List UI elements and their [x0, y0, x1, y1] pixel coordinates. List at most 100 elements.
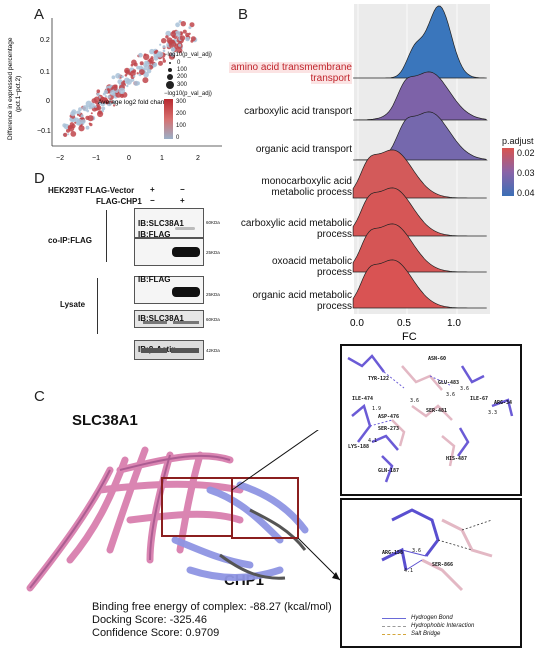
- term-label-5: oxoacid metabolic process: [271, 256, 352, 278]
- scatter-point: [143, 53, 147, 56]
- scatter-point: [178, 20, 182, 24]
- blot-row-1: IB:FLAG: [134, 230, 204, 266]
- interaction-zoom-top: ASN-60 TYR-122 GLU-483 ILE-474 ILE-67 AR…: [340, 344, 522, 496]
- d-row1-mark-2: −: [180, 185, 185, 194]
- legend-saltbridge: Salt Bridge: [411, 631, 441, 637]
- a-ytick-2: 0: [46, 98, 50, 105]
- scatter-point: [156, 51, 164, 58]
- ridge-0: [353, 5, 487, 79]
- legend-color-title: −log10(p_val_adj): [164, 91, 212, 97]
- ridge-5: [352, 223, 487, 273]
- scatter-point: [101, 106, 106, 111]
- protein-slc38a1-label: SLC38A1: [72, 412, 138, 429]
- panel-a-legend: −log10(p_val_adj) 0 100 200 300 −log10(p…: [164, 52, 244, 141]
- blot-row-4: IB:β-Actin: [134, 340, 204, 360]
- scatter-point: [139, 61, 144, 66]
- dist-top-3: 3.6: [446, 392, 456, 398]
- blot-row-2: IB:FLAG: [134, 275, 204, 304]
- d-lysate-bracket: [93, 278, 98, 334]
- scatter-point: [170, 52, 175, 57]
- scatter-point: [121, 75, 124, 78]
- res-top-8: SER-273: [378, 426, 400, 432]
- scatter-point: [85, 115, 90, 120]
- scatter-point: [177, 47, 183, 54]
- scatter-point: [153, 53, 156, 56]
- scatter-point: [165, 30, 172, 37]
- scatter-point: [143, 71, 149, 78]
- b-xtick-2: 1.0: [447, 318, 461, 329]
- legend-hydrophobic-line: [382, 625, 406, 627]
- panel-a-scatter-points: [62, 20, 198, 137]
- term-label-0: amino acid transmembrane transport: [228, 62, 352, 84]
- ridge-4: [352, 187, 487, 237]
- scatter-point: [136, 72, 139, 75]
- dist-bottom-1: 4.1: [404, 568, 414, 574]
- res-bottom-1: SER-866: [432, 562, 454, 568]
- term-label-3: monocarboxylic acid metabolic process: [261, 176, 352, 198]
- blot-kda-0: 60KDa: [206, 220, 220, 225]
- size-dot-3: [166, 81, 174, 89]
- scatter-point: [162, 45, 166, 49]
- a-ylabel-1: Difference in expressed percentage: [7, 37, 14, 140]
- scatter-point: [78, 125, 85, 132]
- ridge-6: [352, 259, 487, 309]
- a-xtick-4: 2: [196, 155, 200, 162]
- scatter-point: [68, 125, 75, 132]
- a-xtick-0: −2: [56, 155, 64, 162]
- res-top-6: SER-481: [426, 408, 448, 414]
- res-top-10: HIS-487: [446, 456, 468, 462]
- blot-band-4a: [141, 348, 167, 353]
- scatter-point: [178, 35, 181, 38]
- scatter-point: [115, 73, 121, 79]
- d-row2-mark-2: +: [180, 196, 185, 205]
- legend-hbond-line: [382, 617, 406, 619]
- scatter-point: [170, 47, 176, 52]
- res-top-5: ARG-34: [494, 400, 513, 406]
- size-value-1: 100: [177, 67, 188, 73]
- b-xtick-0: 0.0: [350, 318, 364, 329]
- scatter-point: [178, 43, 182, 47]
- size-dot-1: [168, 68, 172, 72]
- scatter-point: [90, 112, 93, 115]
- blot-label-0: IB:SLC38A1: [138, 219, 184, 228]
- scatter-point: [118, 87, 126, 95]
- scatter-point: [88, 122, 91, 125]
- scatter-point: [63, 132, 68, 137]
- blot-band-3b: [173, 321, 199, 324]
- scatter-point: [70, 110, 76, 117]
- scatter-point: [103, 97, 108, 101]
- scatter-point: [185, 36, 190, 42]
- scatter-point: [131, 59, 137, 66]
- scatter-point: [170, 31, 176, 37]
- scatter-point: [180, 21, 186, 27]
- blot-band-0: [175, 227, 195, 230]
- confidence-score-text: Confidence Score: 0.9709: [92, 627, 220, 639]
- scatter-point: [67, 133, 70, 136]
- scatter-point: [142, 77, 149, 84]
- scatter-point: [81, 119, 86, 124]
- blot-kda-3: 60KDa: [206, 317, 220, 322]
- legend-hydrophobic: Hydrophobic Interaction: [411, 623, 475, 629]
- color-value-1: 200: [176, 111, 187, 117]
- ridge-1: [353, 71, 488, 121]
- scatter-point: [146, 68, 152, 74]
- a-xtick-2: 0: [127, 155, 131, 162]
- scatter-point: [78, 107, 82, 112]
- blot-label-1: IB:FLAG: [138, 230, 171, 239]
- scatter-point: [85, 100, 93, 108]
- scatter-point: [113, 86, 118, 91]
- scatter-point: [185, 32, 190, 38]
- scatter-point: [88, 105, 92, 110]
- blot-kda-1: 25KDa: [206, 250, 220, 255]
- docking-score-text: Docking Score: -325.46: [92, 614, 207, 626]
- scatter-point: [162, 49, 166, 52]
- scatter-point: [162, 57, 165, 60]
- legend-hbond: Hydrogen Bond: [411, 615, 453, 621]
- scatter-point: [106, 88, 110, 92]
- blot-row-0: IB:SLC38A1: [134, 208, 204, 238]
- scatter-point: [97, 110, 103, 115]
- scatter-point: [165, 35, 169, 39]
- scatter-point: [70, 131, 77, 137]
- term-label-6: organic acid metabolic process: [252, 290, 353, 312]
- b-xtick-1: 0.5: [397, 318, 411, 329]
